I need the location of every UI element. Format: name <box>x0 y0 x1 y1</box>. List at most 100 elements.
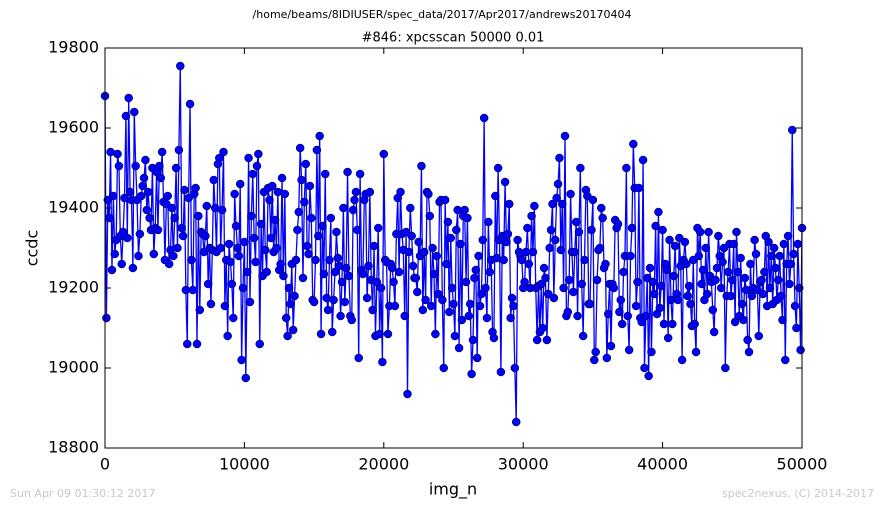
data-point <box>187 255 196 265</box>
data-point <box>238 283 248 293</box>
data-point <box>446 233 455 243</box>
data-point <box>177 223 186 233</box>
data-point <box>750 235 759 245</box>
data-point <box>793 239 803 249</box>
data-point <box>491 191 500 201</box>
data-point <box>419 247 429 257</box>
data-point <box>477 289 486 299</box>
data-point <box>548 199 557 209</box>
data-point <box>171 163 181 173</box>
data-point <box>775 251 784 261</box>
data-point <box>277 173 287 183</box>
data-point <box>470 273 479 283</box>
data-point <box>283 331 292 341</box>
data-point <box>449 299 458 309</box>
data-point <box>789 249 798 259</box>
data-point <box>176 61 185 71</box>
data-point <box>576 163 585 173</box>
data-point <box>743 335 752 345</box>
data-point <box>638 155 648 165</box>
data-point <box>400 311 409 321</box>
data-point <box>493 163 503 173</box>
data-point <box>573 311 582 321</box>
data-point <box>170 213 179 223</box>
footer-right: spec2nexus, (C) 2014-2017 <box>722 487 874 500</box>
data-point <box>281 313 291 323</box>
data-point <box>690 319 699 329</box>
data-point <box>121 111 131 121</box>
data-point <box>188 285 198 295</box>
data-point <box>663 333 673 343</box>
data-point <box>670 241 680 251</box>
data-point <box>194 211 203 221</box>
data-point <box>649 289 659 299</box>
data-point <box>539 263 549 273</box>
data-point <box>227 279 237 289</box>
data-point <box>124 93 133 103</box>
data-point <box>255 339 264 349</box>
data-point <box>460 205 469 215</box>
data-point <box>318 221 327 231</box>
data-point <box>426 301 436 311</box>
data-point <box>655 303 665 313</box>
data-point <box>517 255 527 265</box>
data-point <box>524 259 534 269</box>
data-point <box>157 147 167 157</box>
data-point <box>445 307 454 317</box>
data-point <box>714 231 723 241</box>
data-point <box>471 265 481 275</box>
data-point <box>358 269 368 279</box>
data-point <box>217 205 227 215</box>
data-point <box>592 275 602 285</box>
data-point <box>787 125 797 135</box>
data-point <box>626 251 635 261</box>
data-point <box>570 247 580 257</box>
data-point <box>555 153 564 163</box>
data-point <box>195 305 205 315</box>
data-point <box>786 259 796 269</box>
data-point <box>680 237 690 247</box>
data-point <box>383 329 393 339</box>
data-point <box>553 179 563 189</box>
data-point <box>265 195 274 205</box>
data-point <box>496 367 506 377</box>
data-point <box>520 277 529 287</box>
data-point <box>135 229 145 239</box>
data-point <box>276 259 285 269</box>
data-point <box>482 313 492 323</box>
data-point <box>354 353 363 363</box>
data-point <box>347 315 356 325</box>
data-point <box>479 113 489 123</box>
data-point <box>266 233 276 243</box>
data-point <box>447 283 457 293</box>
data-point <box>785 279 794 289</box>
data-point <box>764 237 773 247</box>
data-point <box>343 167 352 177</box>
data-point <box>702 289 712 299</box>
data-point <box>513 235 522 245</box>
y-axis-label: ccdc <box>23 230 42 267</box>
data-point <box>327 327 337 337</box>
data-point <box>603 309 613 319</box>
data-point <box>505 199 514 209</box>
data-point <box>781 355 790 365</box>
data-point <box>740 273 750 283</box>
data-point <box>616 295 626 305</box>
data-point <box>602 353 612 363</box>
data-point <box>474 251 483 261</box>
data-point <box>311 255 320 265</box>
data-point <box>424 189 433 199</box>
data-point <box>234 251 244 261</box>
data-point <box>507 293 517 303</box>
data-point <box>465 299 475 309</box>
data-point <box>697 279 706 289</box>
y-tick-label: 19200 <box>48 278 99 297</box>
data-point <box>457 315 467 325</box>
data-point <box>369 241 379 251</box>
data-point <box>783 231 793 241</box>
data-point <box>464 311 474 321</box>
data-point <box>355 169 365 179</box>
data-point <box>541 273 550 283</box>
data-point <box>499 255 508 265</box>
data-point <box>557 199 567 209</box>
